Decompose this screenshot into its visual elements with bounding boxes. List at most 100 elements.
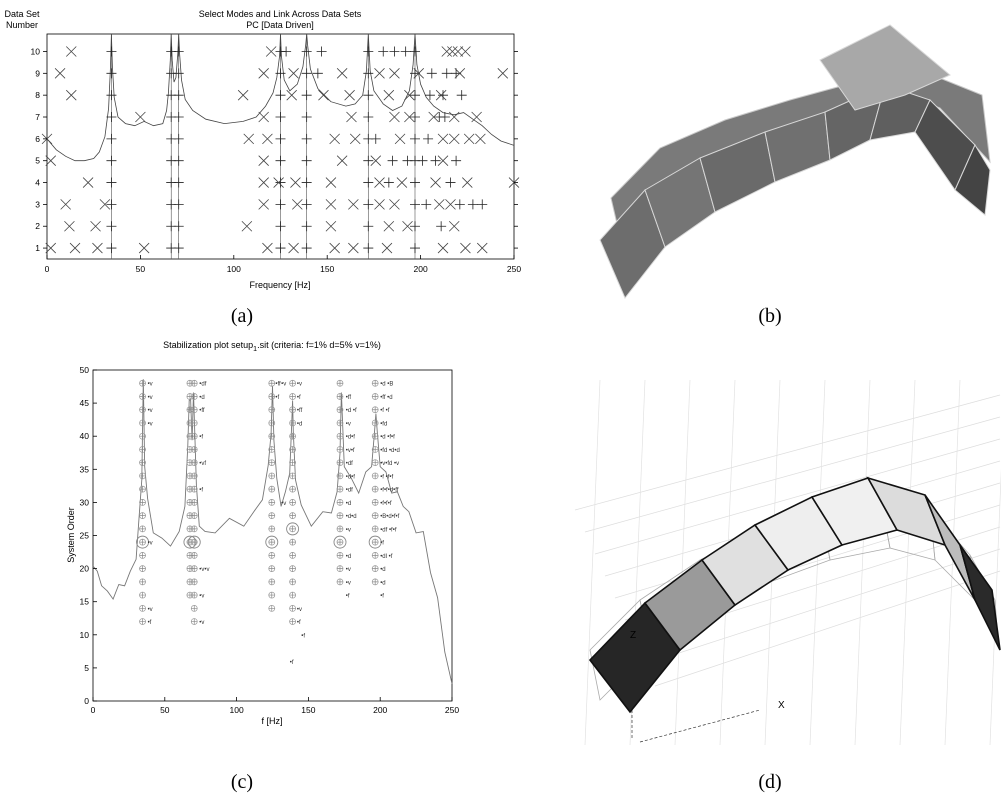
pole-marker-x xyxy=(454,68,466,79)
stable-pole-plus xyxy=(268,419,275,426)
pole-marker-x xyxy=(273,177,284,188)
pole-marker-x xyxy=(475,133,486,145)
stable-pole-plus xyxy=(191,578,198,585)
mode-marker-plus xyxy=(363,199,374,210)
stabilization-text-mark: •v xyxy=(148,408,153,414)
pole-marker-x xyxy=(389,111,400,123)
pole-marker-x xyxy=(460,242,471,254)
mode-marker-plus xyxy=(312,68,323,79)
stable-pole-plus xyxy=(268,459,275,466)
mode-marker-plus xyxy=(409,243,420,254)
stabilization-text-mark: •v xyxy=(199,620,204,626)
x-tick-label: 50 xyxy=(160,705,170,715)
panel-a-ylabel-line1: Data Set xyxy=(4,9,40,19)
mode-marker-plus xyxy=(363,177,374,188)
mode-marker-plus xyxy=(106,112,117,123)
pole-marker-x xyxy=(45,155,57,166)
mode-marker-plus xyxy=(389,46,400,57)
y-tick-label: 35 xyxy=(80,464,90,474)
stable-pole-plus xyxy=(289,446,296,453)
mode-marker-plus xyxy=(363,90,374,101)
selected-mode-circle xyxy=(286,522,300,536)
pole-marker-x xyxy=(428,111,439,123)
pole-marker-x xyxy=(435,89,447,101)
stable-pole-plus xyxy=(336,419,343,426)
mode-marker-plus xyxy=(441,68,452,79)
pole-marker-x xyxy=(348,242,359,254)
stabilization-text-mark: •v xyxy=(148,541,153,547)
stable-pole-plus xyxy=(289,459,296,466)
stable-pole-plus xyxy=(289,578,296,585)
pole-marker-x xyxy=(329,133,340,145)
stabilization-text-mark: •v xyxy=(346,421,351,427)
stable-pole-plus xyxy=(372,419,379,426)
stabilization-text-mark: •d•f xyxy=(346,474,356,480)
stabilization-text-mark: •v xyxy=(281,501,286,507)
stable-pole-plus xyxy=(191,472,198,479)
mode-marker-plus xyxy=(409,221,420,232)
stabilization-text-mark: •d •B xyxy=(380,382,393,388)
y-tick-label: 4 xyxy=(35,178,40,188)
stabilization-text-mark: •d •f•f xyxy=(380,435,395,441)
pole-marker-x xyxy=(383,89,395,101)
stable-pole-plus xyxy=(289,565,296,572)
stabilization-text-mark: •fd xyxy=(380,421,387,427)
stable-pole-plus xyxy=(289,539,296,546)
y-tick-label: 5 xyxy=(84,663,89,673)
pole-marker-x xyxy=(288,68,299,79)
mode-marker-plus xyxy=(378,46,389,57)
pole-marker-x xyxy=(471,111,482,123)
stable-pole-plus xyxy=(289,419,296,426)
stabilization-text-mark: •B•d•f•f xyxy=(380,514,399,520)
pole-marker-x xyxy=(92,242,103,254)
stable-pole-plus xyxy=(372,406,379,413)
mode-marker-plus xyxy=(409,177,420,188)
stable-pole-plus xyxy=(372,459,379,466)
stable-pole-plus xyxy=(191,393,198,400)
pole-marker-x xyxy=(433,199,445,210)
stable-pole-plus xyxy=(336,499,343,506)
panel-c-ylabel: System Order xyxy=(66,507,76,563)
stable-pole-plus xyxy=(191,565,198,572)
mode-marker-plus xyxy=(275,112,286,123)
stable-pole-plus xyxy=(139,419,146,426)
stable-pole-plus xyxy=(289,512,296,519)
x-tick-label: 250 xyxy=(445,705,459,715)
stable-pole-plus xyxy=(372,552,379,559)
pole-marker-x xyxy=(60,199,71,210)
stable-pole-plus xyxy=(191,446,198,453)
y-tick-label: 10 xyxy=(80,630,90,640)
mode-marker-plus xyxy=(106,46,117,57)
pole-marker-x xyxy=(389,199,400,210)
pole-marker-x xyxy=(66,89,77,101)
pole-marker-x xyxy=(290,177,301,188)
stabilization-text-mark: •f •f•f xyxy=(380,474,393,480)
stabilization-text-mark: •f xyxy=(275,395,279,401)
mode-marker-plus xyxy=(173,199,184,210)
grid-line xyxy=(899,379,916,746)
pole-marker-x xyxy=(437,155,449,166)
stabilization-text-mark: •df xyxy=(346,488,353,494)
mode-marker-plus xyxy=(316,46,327,57)
mode-marker-plus xyxy=(467,199,478,210)
x-tick-label: 0 xyxy=(45,264,50,274)
stable-pole-plus xyxy=(191,552,198,559)
panel-c-plot-frame xyxy=(92,369,453,702)
panel-c-label: (c) xyxy=(231,771,253,793)
pole-marker-x xyxy=(394,133,406,145)
stable-pole-plus xyxy=(139,459,146,466)
pole-marker-x xyxy=(318,89,329,101)
stable-pole-plus xyxy=(191,618,198,625)
x-tick-label: 150 xyxy=(301,705,315,715)
mode-marker-plus xyxy=(363,68,374,79)
panel-c-xlabel: f [Hz] xyxy=(261,716,282,726)
stabilization-text-mark: •v xyxy=(148,395,153,401)
pole-marker-x xyxy=(99,199,111,210)
mode-marker-plus xyxy=(173,112,184,123)
pole-marker-x xyxy=(45,242,57,254)
stabilization-text-mark: •v xyxy=(346,567,351,573)
stabilization-text-mark: •ff •d xyxy=(380,395,392,401)
stable-pole-plus xyxy=(289,433,296,440)
mode-marker-plus xyxy=(370,133,381,144)
